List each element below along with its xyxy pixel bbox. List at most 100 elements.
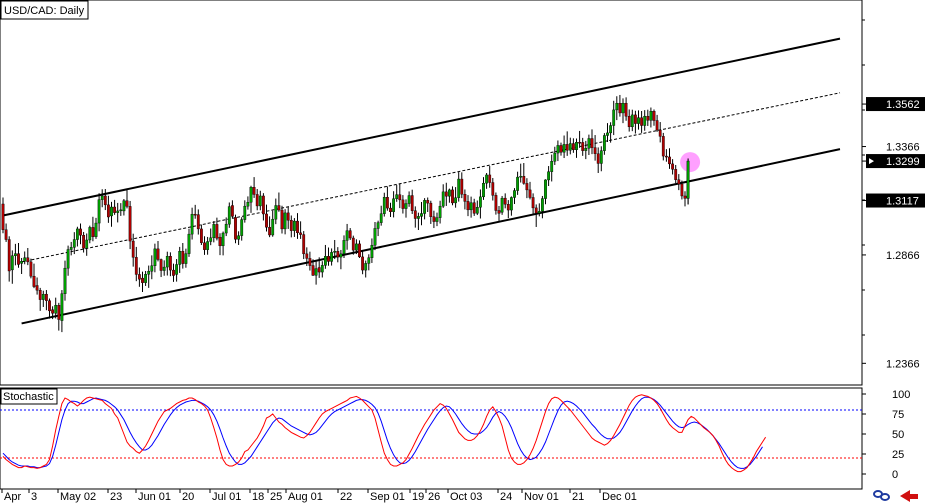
candle-body: [609, 125, 613, 134]
candle-body: [686, 160, 690, 199]
candle: [621, 98, 625, 124]
candle-body: [494, 195, 498, 211]
candle: [364, 260, 368, 278]
candle: [345, 223, 349, 250]
candle-body: [379, 213, 383, 223]
candle-body: [327, 256, 330, 262]
candle-body: [345, 230, 349, 241]
candle-body: [75, 228, 79, 240]
candle-body: [417, 216, 420, 219]
candle: [522, 163, 526, 185]
candle-body: [26, 257, 30, 263]
candle: [668, 148, 671, 169]
candle-body: [438, 205, 442, 218]
candle-body: [190, 213, 194, 235]
candle-body: [122, 200, 126, 212]
candle-body: [519, 176, 523, 178]
candle-body: [94, 222, 98, 237]
candle: [181, 243, 185, 269]
time-axis: Apr 3 May 02 23 Jun 01 20 Jul 01 18 25 Aug 01 22 Se…: [1, 489, 637, 503]
stoch-tick-label: 0: [892, 469, 898, 481]
candle: [156, 241, 160, 262]
candle: [479, 189, 482, 219]
candle: [541, 195, 544, 219]
candle: [48, 298, 51, 319]
candle: [646, 109, 650, 126]
candle-body: [665, 155, 668, 158]
candle-body: [289, 220, 293, 231]
candle-body: [488, 174, 492, 183]
candle-body: [227, 206, 231, 225]
stochastic-axis: 100 75 50 25 0: [862, 389, 910, 481]
candle-body: [448, 189, 451, 197]
candle: [379, 205, 383, 226]
price-tick-label: 1.3562: [886, 99, 920, 111]
candle: [599, 146, 603, 172]
candle: [240, 217, 244, 241]
arrow-icon[interactable]: [900, 490, 918, 502]
candle-body: [358, 243, 361, 258]
candle-body: [258, 195, 262, 207]
candle-body: [317, 267, 321, 273]
candle-body: [302, 234, 306, 255]
candle: [348, 228, 352, 240]
candle-body: [568, 143, 572, 151]
candle-body: [534, 207, 538, 214]
candle: [134, 246, 138, 282]
candle: [227, 202, 231, 228]
candle-body: [603, 135, 606, 151]
stoch-tick-label: 100: [892, 389, 910, 401]
candle: [137, 267, 141, 287]
stoch-main-line: [2, 394, 767, 473]
candle-body: [516, 176, 520, 191]
candle: [85, 233, 89, 256]
candle-body: [277, 205, 281, 211]
candle-body: [587, 138, 591, 149]
candle: [370, 238, 374, 263]
candle-body: [596, 153, 600, 164]
time-tick-label: Oct 03: [450, 491, 482, 503]
candle: [60, 290, 64, 333]
candle-body: [41, 293, 45, 300]
time-tick-label: 3: [31, 491, 37, 503]
candle: [230, 200, 234, 219]
price-tag-box: [866, 154, 925, 169]
candle: [221, 231, 225, 256]
candle: [131, 233, 135, 267]
candle: [252, 177, 256, 198]
candle-body: [339, 253, 343, 258]
candle-body: [51, 309, 55, 314]
candle-body: [299, 232, 302, 235]
candle: [410, 189, 414, 214]
candle-body: [106, 204, 110, 218]
candle-body: [537, 211, 541, 214]
candle: [367, 254, 371, 271]
candle: [97, 193, 101, 232]
candle: [72, 232, 76, 255]
price-tag-box: [866, 97, 925, 112]
channel-lower-line: [21, 148, 841, 325]
candle: [327, 247, 330, 266]
candle: [268, 216, 271, 238]
candle-body: [156, 248, 160, 260]
channel-middle-line: [21, 92, 841, 263]
candle: [218, 233, 222, 256]
candle-body: [630, 114, 634, 128]
candle-body: [652, 111, 656, 121]
link-icon[interactable]: [872, 488, 892, 502]
candle-body: [624, 102, 628, 117]
candle: [10, 250, 14, 284]
candle-body: [550, 161, 554, 172]
candle: [35, 277, 39, 295]
candle-body: [413, 210, 417, 219]
candle-body: [280, 209, 284, 230]
candle-body: [168, 256, 172, 271]
candle: [407, 191, 411, 207]
candle-body: [671, 163, 675, 170]
current-price-highlight: [680, 152, 701, 205]
candle: [314, 261, 318, 285]
candle-body: [246, 202, 250, 207]
candle: [510, 196, 513, 216]
stochastic-panel: Stochastic: [0, 387, 863, 490]
price-tick-label: 1.3117: [886, 196, 919, 208]
